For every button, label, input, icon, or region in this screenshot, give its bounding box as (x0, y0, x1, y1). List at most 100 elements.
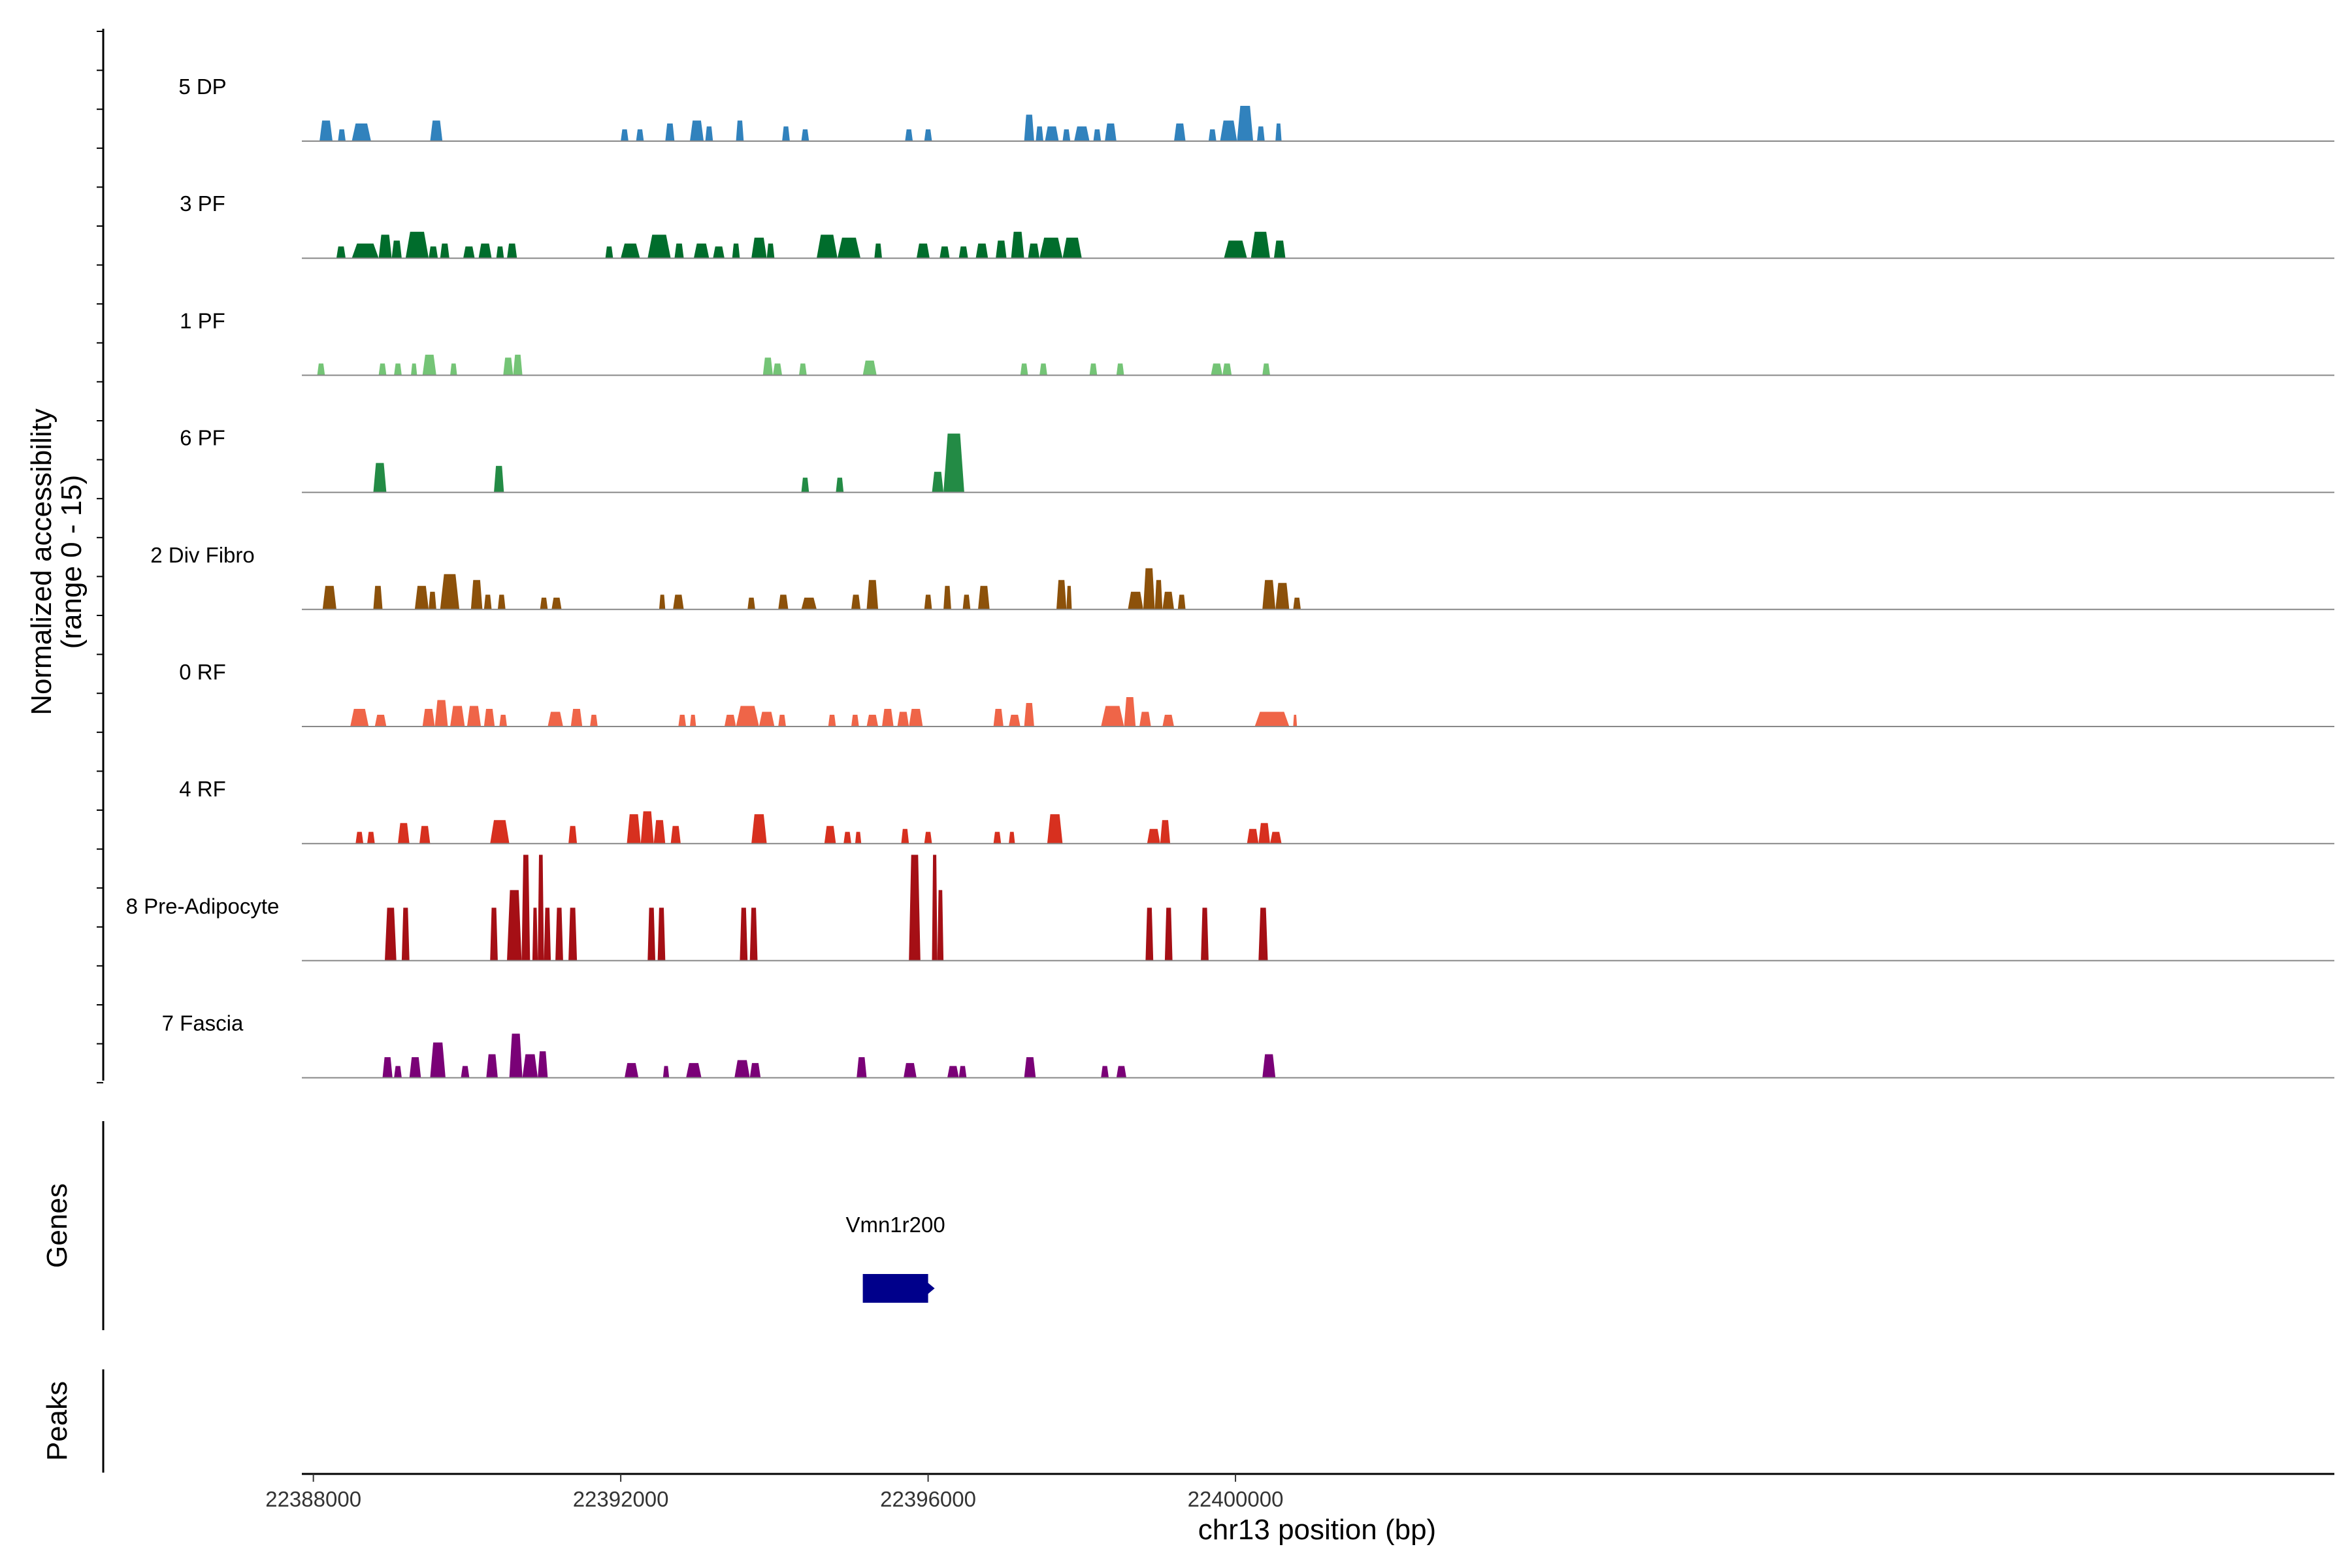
coverage-peak (1045, 126, 1059, 141)
coverage-peak (674, 243, 684, 259)
coverage-peak (466, 706, 482, 727)
coverage-peak (857, 1057, 867, 1078)
coverage-peak (374, 715, 387, 727)
coverage-peak (1143, 568, 1155, 610)
coverage-peak (513, 354, 523, 376)
coverage-peak (1024, 114, 1034, 141)
coverage-peak (665, 123, 675, 141)
track-6: 0 RF (179, 660, 2334, 727)
coverage-peak (690, 715, 696, 727)
coverage-peak (490, 907, 498, 961)
coverage-peak (686, 1063, 702, 1078)
coverage-peak (627, 814, 641, 844)
coverage-peak (932, 855, 938, 961)
coverage-peak (1056, 580, 1067, 610)
coverage-peak (924, 595, 932, 610)
coverage-peak (1101, 706, 1124, 727)
coverage-peak (836, 478, 844, 493)
coverage-peak (647, 235, 671, 259)
coverage-peak (862, 360, 877, 376)
track-2: 3 PF (180, 191, 2334, 259)
coverage-peak (1262, 1054, 1276, 1078)
coverage-peak (693, 243, 710, 259)
coverage-peak (751, 814, 767, 844)
track-label: 8 Pre-Adipocyte (126, 894, 280, 918)
coverage-peak (773, 363, 783, 376)
coverage-peak (1039, 363, 1047, 376)
track-label: 6 PF (180, 426, 225, 450)
coverage-peak (653, 820, 666, 844)
coverage-peak (507, 243, 517, 259)
coverage-peak (483, 595, 492, 610)
coverage-peak (507, 890, 522, 961)
coverage-peak (1222, 363, 1232, 376)
coverage-peak (1273, 240, 1286, 259)
coverage-peak (1147, 828, 1160, 844)
coverage-peak (382, 1057, 393, 1078)
peaks-panel-title: Peaks (41, 1381, 73, 1461)
coverage-peak (657, 907, 666, 961)
coverage-peak (338, 129, 346, 141)
coverage-peak (605, 246, 613, 259)
track-label: 5 DP (178, 74, 226, 99)
coverage-peak (943, 585, 951, 610)
coverage-peak (874, 243, 882, 259)
coverage-peak (782, 126, 790, 141)
coverage-peak (1208, 129, 1217, 141)
coverage-peak (470, 580, 483, 610)
coverage-peak (909, 709, 923, 727)
coverage-peak (538, 855, 544, 961)
coverage-peak (843, 832, 851, 844)
coverage-peak (394, 1066, 402, 1078)
coverage-peak (975, 243, 988, 259)
coverage-peak (837, 237, 861, 259)
coverage-peak (851, 715, 859, 727)
x-tick-label: 22400000 (1188, 1487, 1284, 1511)
coverage-peak (866, 580, 879, 610)
coverage-peak (943, 433, 964, 493)
track-label: 3 PF (180, 191, 225, 216)
coverage-peak (1062, 129, 1071, 141)
x-tick-label: 22392000 (573, 1487, 669, 1511)
track-3: 1 PF (180, 308, 2334, 376)
coverage-peak (801, 478, 809, 493)
coverage-peak (350, 709, 369, 727)
coverage-peak (378, 363, 387, 376)
coverage-peak (1257, 126, 1265, 141)
track-9: 7 Fascia (162, 1011, 2334, 1079)
coverage-peak (939, 246, 950, 259)
coverage-peak (497, 595, 506, 610)
coverage-peak (1247, 828, 1259, 844)
coverage-peak (570, 709, 583, 727)
coverage-peak (762, 357, 773, 376)
coverage-peak (355, 832, 364, 844)
coverage-peak (817, 235, 838, 259)
coverage-peak (724, 715, 736, 727)
coverage-peak (1224, 240, 1247, 259)
coverage-peak (378, 235, 392, 259)
coverage-peak (555, 907, 563, 961)
coverage-peak (490, 820, 510, 844)
coverage-peak (450, 363, 457, 376)
coverage-y-ticks (97, 31, 103, 1084)
coverage-peak (734, 1060, 750, 1078)
coverage-peak (1028, 243, 1040, 259)
coverage-peak (1262, 363, 1270, 376)
coverage-peak (904, 1063, 917, 1078)
track-label: 1 PF (180, 308, 225, 333)
coverage-peak (1066, 585, 1072, 610)
coverage-peak (429, 591, 436, 610)
coverage-peak (993, 832, 1002, 844)
coverage-peak (924, 832, 932, 844)
coverage-peak (1220, 120, 1237, 141)
coverage-peak (409, 1057, 421, 1078)
y-axis-title-line2: (range 0 - 15) (56, 475, 88, 649)
coverage-peak (736, 706, 759, 727)
gene-body (862, 1274, 928, 1303)
coverage-peak (749, 1063, 761, 1078)
x-axis-title: chr13 position (bp) (1198, 1514, 1436, 1546)
coverage-peak (1139, 711, 1151, 727)
coverage-peak (1101, 1066, 1109, 1078)
coverage-peak (367, 832, 375, 844)
